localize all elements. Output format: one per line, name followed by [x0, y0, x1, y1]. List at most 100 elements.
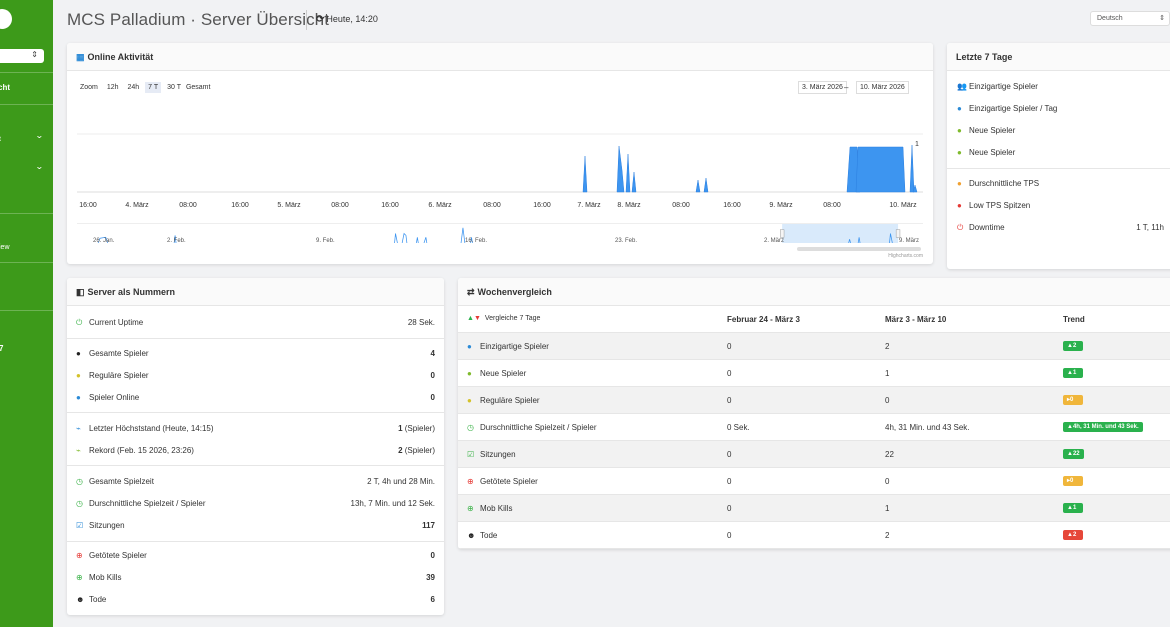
activity-spike [582, 155, 588, 193]
compare-label: ▲▼ Vergleiche 7 Tage [467, 315, 540, 322]
week-comparison-table: ▲▼ Vergleiche 7 Tage Februar 24 - März 3 … [458, 306, 1170, 549]
row-label: Tode [89, 595, 107, 604]
chart-credit[interactable]: Highcharts.com [888, 253, 923, 259]
navigator-label: 26. Jan. [93, 238, 115, 244]
date-from-input[interactable]: 3. März 2026 [798, 81, 847, 94]
users-icon: ● [957, 148, 962, 157]
row-label: Reguläre Spieler [89, 371, 149, 380]
users-icon: ● [76, 349, 81, 358]
cell-period1: 0 [727, 531, 732, 540]
navigator-handle-left[interactable] [780, 229, 785, 238]
zoom-gesamt[interactable]: Gesamt [185, 84, 211, 91]
zoom-7t[interactable]: 7 T [145, 82, 162, 93]
refresh-time: Heute, 14:20 [326, 14, 378, 24]
row-label: ☑ Sitzungen [467, 450, 516, 459]
cell-period2: 0 [885, 477, 890, 486]
online-activity-card: ▦ Online Aktivität Zoom 12h 24h 7 T 30 T … [67, 43, 933, 264]
navigator-selection[interactable] [782, 224, 899, 243]
language-select[interactable]: Deutsch ⇕ [1090, 11, 1170, 26]
date-range-separator: – [844, 83, 849, 92]
sidebar-item-fragment[interactable]: t [0, 136, 1, 143]
row-label: ● Neue Spieler [467, 369, 526, 378]
tachometer-icon: ● [957, 179, 962, 188]
row-value: 0 [430, 393, 435, 402]
trend-badge: ▲22 [1063, 449, 1084, 459]
table-row: ◷ Durschnittliche Spielzeit / Spieler 0 S… [458, 414, 1170, 441]
x-axis-label: 08:00 [331, 202, 349, 209]
trend-badge: ▲2 [1063, 530, 1083, 540]
sidebar: ⇕ cht ⌄ ⌄ t iew 7 [0, 0, 53, 627]
navigator-scrollbar[interactable] [797, 247, 921, 251]
row-label-text: Einzigartige Spieler [480, 342, 549, 351]
stat-label: Neue Spieler [969, 126, 1016, 135]
trend-badge: ▲1 [1063, 368, 1083, 378]
language-value: Deutsch [1097, 15, 1123, 22]
sidebar-item-active[interactable]: cht [0, 83, 10, 92]
stat-label: Neue Spieler [969, 148, 1016, 157]
x-axis-label: 08:00 [672, 202, 690, 209]
trend-badge: ▲4h, 31 Min. und 43 Sek. [1063, 422, 1143, 432]
divider [67, 412, 444, 413]
server-select[interactable]: ⇕ [0, 49, 44, 63]
trend-badge: ▲1 [1063, 503, 1083, 513]
row-label: ⊕ Getötete Spieler [467, 477, 538, 486]
navigator[interactable] [77, 223, 923, 243]
row-value: 117 [422, 521, 435, 530]
user-icon: ● [957, 104, 962, 113]
row-label-text: Sitzungen [480, 450, 516, 459]
exclamation-icon: ● [957, 201, 962, 210]
stat-unique-players: 👥 Einzigartige Spieler [957, 82, 1038, 91]
chart-area-icon: ▦ [76, 52, 85, 62]
table-row: ☑ Sitzungen 0 22 ▲22 [458, 441, 1170, 468]
server-numbers-header: ◧ Server als Nummern [67, 278, 444, 306]
cell-period2: 4h, 31 Min. und 43 Sek. [885, 423, 970, 432]
divider [947, 168, 1170, 169]
date-to-input[interactable]: 10. März 2026 [856, 81, 909, 94]
row-label: Getötete Spieler [89, 551, 147, 560]
zoom-24h[interactable]: 24h [127, 84, 140, 91]
calendar-check-icon: ☑ [76, 521, 84, 530]
activity-plot[interactable]: 1 [77, 100, 923, 198]
row-value: 0 [430, 551, 435, 560]
refresh-button[interactable]: ⟳ Heute, 14:20 [316, 14, 378, 25]
navigator-line [97, 227, 893, 243]
calendar-check-icon: ☑ [467, 450, 475, 459]
row-value: 0 [430, 371, 435, 380]
zoom-30t[interactable]: 30 T [167, 84, 181, 91]
zoom-12h[interactable]: 12h [106, 84, 119, 91]
crosshairs-icon: ⊕ [76, 573, 83, 582]
refresh-icon: ⟳ [316, 14, 325, 25]
compare-text: Vergleiche 7 Tage [484, 315, 541, 322]
activity-spike [616, 145, 625, 193]
activity-spike [912, 184, 918, 193]
cell-period1: 0 Sek. [727, 423, 750, 432]
sidebar-item-overview[interactable]: iew [0, 244, 10, 251]
row-label: ◷ Durschnittliche Spielzeit / Spieler [467, 423, 597, 432]
stat-label: Downtime [969, 223, 1005, 232]
x-axis-label: 6. März [428, 202, 452, 209]
navigator-label: 9. März [899, 238, 920, 244]
row-label: ● Einzigartige Spieler [467, 342, 549, 351]
stat-downtime-value: 1 T, 11h [1136, 223, 1164, 232]
row-label: Rekord (Feb. 15 2026, 23:26) [89, 446, 194, 455]
activity-spike [625, 153, 631, 193]
row-value: 2 T, 4h und 28 Min. [367, 477, 435, 486]
chevron-down-icon[interactable]: ⌄ [34, 131, 44, 140]
users-icon: ● [467, 369, 472, 378]
navigator-handle-right[interactable] [895, 229, 901, 238]
navigator-label: 23. Feb. [615, 238, 638, 244]
navigator-label: 9. Feb. [316, 238, 335, 244]
logo[interactable] [0, 9, 12, 29]
sidebar-divider [0, 262, 53, 263]
cell-period1: 0 [727, 342, 732, 351]
users-icon: ● [467, 396, 472, 405]
row-label-text: Tode [480, 531, 498, 540]
zoom-label: Zoom [80, 84, 98, 91]
chevron-down-icon[interactable]: ⌄ [34, 162, 44, 171]
navigator-label: 16. Feb. [465, 238, 488, 244]
x-axis-label: 5. März [277, 202, 301, 209]
stat-label: Low TPS Spitzen [969, 201, 1031, 210]
skull-icon: ☻ [467, 531, 476, 540]
divider [67, 338, 444, 339]
navigator-label: 2. März [764, 238, 785, 244]
